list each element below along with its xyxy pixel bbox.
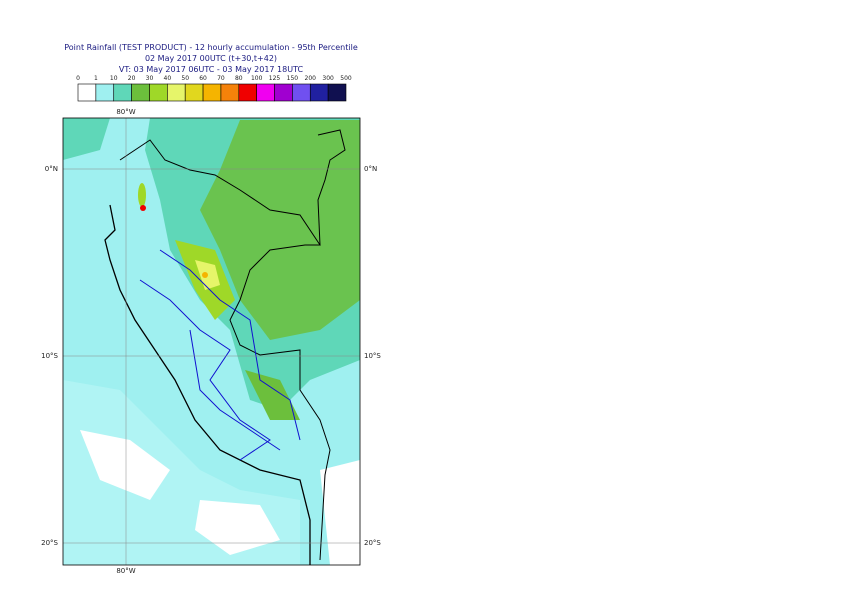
colorbar-swatch [149, 83, 168, 102]
colorbar-label: 40 [164, 75, 172, 82]
colorbar-label: 100 [251, 75, 263, 82]
colorbar-label: 30 [146, 75, 154, 82]
colorbar-swatch [202, 83, 222, 102]
title-line: Point Rainfall (TEST PRODUCT) - 12 hourl… [64, 43, 358, 52]
lat-label: 20°S [41, 539, 58, 547]
colorbar-swatch [184, 83, 204, 102]
colorbar-label: 500 [340, 75, 352, 82]
rainfall-field [63, 118, 360, 565]
colorbar-label: 150 [287, 75, 299, 82]
colorbar-label: 125 [269, 75, 281, 82]
colorbar-swatch [95, 83, 115, 102]
colorbar-swatch [274, 83, 293, 102]
lat-label: 0°N [45, 165, 58, 173]
lat-label: 20°S [364, 539, 381, 547]
colorbar: 0 1 10 20 30 40 50 60 70 80 100 125 150 200 300 500 [76, 75, 352, 102]
graticule [63, 118, 360, 565]
colorbar-label: 1 [94, 75, 98, 82]
map-frame [62, 117, 361, 566]
colorbar-label: 20 [128, 75, 136, 82]
lon-label: 80°W [116, 108, 135, 116]
colorbar-label: 70 [217, 75, 225, 82]
lat-label: 0°N [364, 165, 377, 173]
colorbar-swatch [238, 83, 257, 102]
colorbar-swatch [256, 83, 275, 102]
colorbar-label: 200 [305, 75, 317, 82]
colorbar-label: 80 [235, 75, 243, 82]
borders [104, 129, 346, 565]
colorbar-label: 50 [181, 75, 189, 82]
colorbar-swatch [77, 83, 97, 102]
colorbar-swatch [292, 83, 311, 102]
lat-label: 10°S [41, 352, 58, 360]
lon-label: 80°W [116, 567, 135, 575]
colorbar-swatch [327, 83, 347, 102]
title-line: 02 May 2017 00UTC (t+30,t+42) [145, 54, 277, 63]
colorbar-swatch [309, 83, 329, 102]
title-line: VT: 03 May 2017 06UTC - 03 May 2017 18UT… [119, 65, 304, 74]
colorbar-swatch [220, 83, 240, 102]
colorbar-label: 300 [322, 75, 334, 82]
colorbar-swatch [113, 83, 132, 102]
colorbar-label: 10 [110, 75, 118, 82]
colorbar-label: 60 [199, 75, 207, 82]
colorbar-swatch [167, 83, 186, 102]
lat-label: 10°S [364, 352, 381, 360]
colorbar-label: 0 [76, 75, 80, 82]
colorbar-swatch [131, 83, 150, 102]
